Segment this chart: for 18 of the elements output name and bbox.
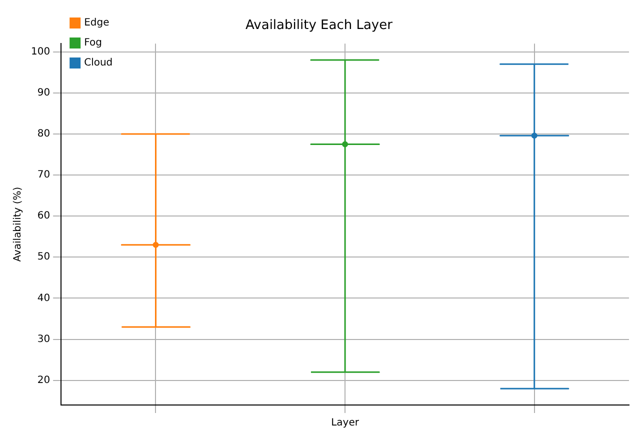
- y-tick-label: 60: [37, 210, 50, 222]
- legend-label: Edge: [84, 18, 110, 29]
- y-tick-label: 70: [37, 170, 50, 181]
- point: [531, 132, 538, 139]
- legend-label: Fog: [84, 38, 102, 49]
- point: [342, 141, 348, 148]
- y-tick-label: 100: [30, 46, 50, 58]
- y-tick-label: 20: [37, 374, 50, 386]
- y-tick-label: 50: [37, 252, 50, 263]
- chart-title: Availability Each Layer: [246, 18, 394, 34]
- y-tick-label: 30: [37, 334, 50, 345]
- x-axis-title: Layer: [331, 418, 360, 429]
- y-tick-label: 90: [37, 87, 50, 98]
- y-tick-label: 80: [37, 128, 50, 140]
- legend-label: Cloud: [84, 58, 113, 69]
- y-axis-title: Availability (%): [12, 186, 24, 262]
- y-tick-label: 40: [37, 292, 50, 304]
- point: [152, 242, 159, 248]
